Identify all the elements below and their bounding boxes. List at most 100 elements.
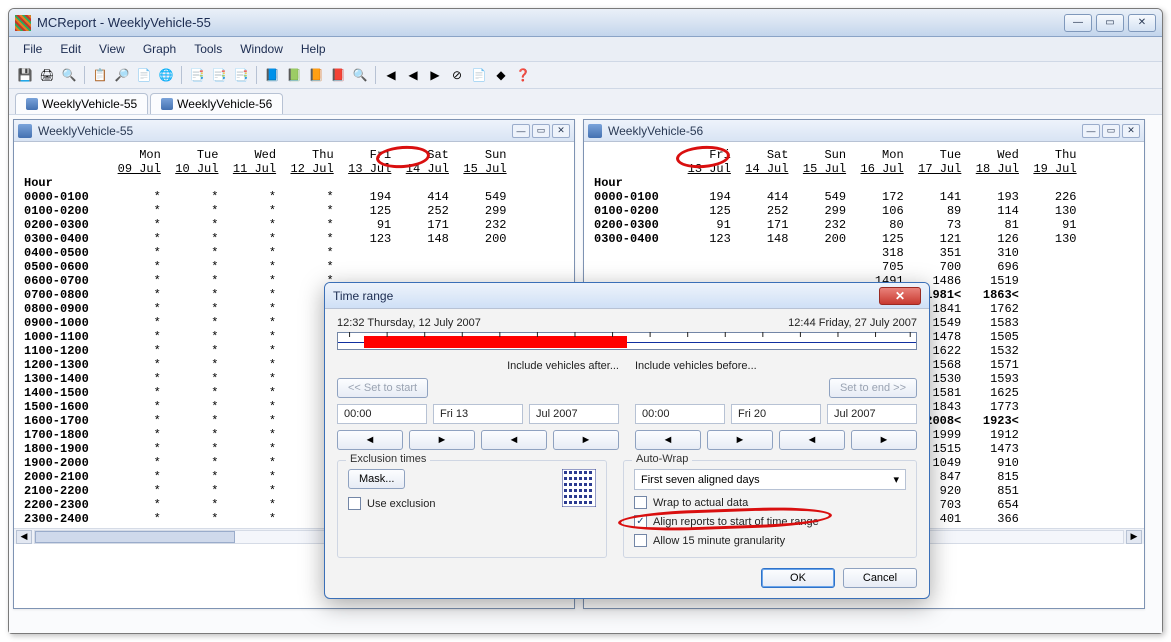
minimize-button[interactable]: — — [1064, 14, 1092, 32]
scroll-left-button[interactable]: ◀ — [16, 530, 32, 544]
after-month-field[interactable]: Jul 2007 — [529, 404, 619, 424]
tab-icon — [26, 98, 38, 110]
menu-window[interactable]: Window — [232, 40, 291, 58]
window-title: MCReport - WeeklyVehicle-55 — [37, 15, 1064, 30]
toolbar-button[interactable]: ❓ — [513, 65, 533, 85]
menu-file[interactable]: File — [15, 40, 50, 58]
child-title-label: WeeklyVehicle-55 — [38, 124, 133, 138]
child-maximize-button[interactable]: ▭ — [1102, 124, 1120, 138]
after-day-field[interactable]: Fri 13 — [433, 404, 523, 424]
tab-label: WeeklyVehicle-56 — [177, 97, 272, 111]
use-exclusion-label: Use exclusion — [367, 498, 435, 510]
report-icon — [588, 124, 602, 138]
toolbar-button[interactable]: 📕 — [328, 65, 348, 85]
document-tab[interactable]: WeeklyVehicle-55 — [15, 93, 148, 114]
exclusion-legend: Exclusion times — [346, 453, 430, 465]
document-tab[interactable]: WeeklyVehicle-56 — [150, 93, 283, 114]
after-day-next[interactable]: ► — [553, 430, 619, 450]
wrap-actual-checkbox[interactable] — [634, 496, 647, 509]
toolbar-button[interactable]: 📘 — [262, 65, 282, 85]
toolbar-button[interactable]: 📙 — [306, 65, 326, 85]
toolbar-button[interactable]: 💾 — [15, 65, 35, 85]
toolbar-button[interactable]: 📑 — [209, 65, 229, 85]
wrap-actual-label: Wrap to actual data — [653, 497, 748, 509]
autowrap-legend: Auto-Wrap — [632, 453, 692, 465]
maximize-button[interactable]: ▭ — [1096, 14, 1124, 32]
toolbar-button[interactable]: ◀ — [403, 65, 423, 85]
toolbar-button[interactable]: 🔍 — [350, 65, 370, 85]
chevron-down-icon: ▾ — [893, 473, 899, 486]
toolbar-separator — [84, 66, 85, 84]
menu-tools[interactable]: Tools — [186, 40, 230, 58]
menu-bar: FileEditViewGraphToolsWindowHelp — [9, 37, 1162, 62]
toolbar: 💾🖨🔍📋🔎📄🌐📑📑📑📘📗📙📕🔍◀◀▶⊘📄◆❓ — [9, 62, 1162, 89]
annotation-ellipse-align — [618, 505, 833, 532]
toolbar-button[interactable]: ▶ — [425, 65, 445, 85]
menu-help[interactable]: Help — [293, 40, 334, 58]
title-bar[interactable]: MCReport - WeeklyVehicle-55 — ▭ ✕ — [9, 9, 1162, 37]
after-time-prev[interactable]: ◄ — [337, 430, 403, 450]
calendar-icon — [562, 469, 596, 507]
cancel-button[interactable]: Cancel — [843, 568, 917, 588]
toolbar-button[interactable]: 📋 — [90, 65, 110, 85]
include-before-label: Include vehicles before... — [635, 360, 917, 372]
toolbar-button[interactable]: 📄 — [469, 65, 489, 85]
child-title-label: WeeklyVehicle-56 — [608, 124, 703, 138]
dialog-title: Time range — [333, 289, 393, 303]
document-tabs: WeeklyVehicle-55 WeeklyVehicle-56 — [9, 89, 1162, 115]
child-close-button[interactable]: ✕ — [1122, 124, 1140, 138]
before-time-prev[interactable]: ◄ — [635, 430, 701, 450]
toolbar-button[interactable]: 📄 — [134, 65, 154, 85]
toolbar-button[interactable]: ◀ — [381, 65, 401, 85]
dialog-titlebar[interactable]: Time range ✕ — [325, 283, 929, 309]
use-exclusion-checkbox[interactable] — [348, 497, 361, 510]
set-to-start-button[interactable]: << Set to start — [337, 378, 428, 398]
child-title-55[interactable]: WeeklyVehicle-55 — ▭ ✕ — [14, 120, 574, 142]
range-start-label: 12:32 Thursday, 12 July 2007 — [337, 317, 481, 329]
toolbar-button[interactable]: 🖨 — [37, 65, 57, 85]
before-day-field[interactable]: Fri 20 — [731, 404, 821, 424]
exclusion-group: Exclusion times Mask... Use exclusion — [337, 460, 607, 558]
toolbar-button[interactable]: 📑 — [187, 65, 207, 85]
range-end-label: 12:44 Friday, 27 July 2007 — [788, 317, 917, 329]
dialog-close-button[interactable]: ✕ — [879, 287, 921, 305]
toolbar-button[interactable]: ◆ — [491, 65, 511, 85]
allow-15-label: Allow 15 minute granularity — [653, 535, 785, 547]
before-time-field[interactable]: 00:00 — [635, 404, 725, 424]
after-time-field[interactable]: 00:00 — [337, 404, 427, 424]
mask-button[interactable]: Mask... — [348, 469, 405, 489]
after-time-next[interactable]: ► — [409, 430, 475, 450]
tab-icon — [161, 98, 173, 110]
child-title-56[interactable]: WeeklyVehicle-56 — ▭ ✕ — [584, 120, 1144, 142]
before-day-next[interactable]: ► — [851, 430, 917, 450]
menu-edit[interactable]: Edit — [52, 40, 89, 58]
set-to-end-button[interactable]: Set to end >> — [829, 378, 917, 398]
toolbar-button[interactable]: ⊘ — [447, 65, 467, 85]
close-button[interactable]: ✕ — [1128, 14, 1156, 32]
toolbar-button[interactable]: 🔍 — [59, 65, 79, 85]
autowrap-select[interactable]: First seven aligned days ▾ — [634, 469, 906, 490]
tab-label: WeeklyVehicle-55 — [42, 97, 137, 111]
before-day-prev[interactable]: ◄ — [779, 430, 845, 450]
child-minimize-button[interactable]: — — [1082, 124, 1100, 138]
menu-view[interactable]: View — [91, 40, 133, 58]
child-minimize-button[interactable]: — — [512, 124, 530, 138]
before-month-field[interactable]: Jul 2007 — [827, 404, 917, 424]
allow-15-checkbox[interactable] — [634, 534, 647, 547]
menu-graph[interactable]: Graph — [135, 40, 184, 58]
toolbar-separator — [256, 66, 257, 84]
toolbar-button[interactable]: 🔎 — [112, 65, 132, 85]
child-maximize-button[interactable]: ▭ — [532, 124, 550, 138]
toolbar-button[interactable]: 🌐 — [156, 65, 176, 85]
include-after-label: Include vehicles after... — [337, 360, 619, 372]
ok-button[interactable]: OK — [761, 568, 835, 588]
before-time-next[interactable]: ► — [707, 430, 773, 450]
scroll-thumb[interactable] — [35, 531, 235, 543]
scroll-right-button[interactable]: ▶ — [1126, 530, 1142, 544]
time-range-slider[interactable] — [337, 332, 917, 350]
after-day-prev[interactable]: ◄ — [481, 430, 547, 450]
time-range-dialog: Time range ✕ 12:32 Thursday, 12 July 200… — [324, 282, 930, 599]
toolbar-button[interactable]: 📑 — [231, 65, 251, 85]
child-close-button[interactable]: ✕ — [552, 124, 570, 138]
toolbar-button[interactable]: 📗 — [284, 65, 304, 85]
